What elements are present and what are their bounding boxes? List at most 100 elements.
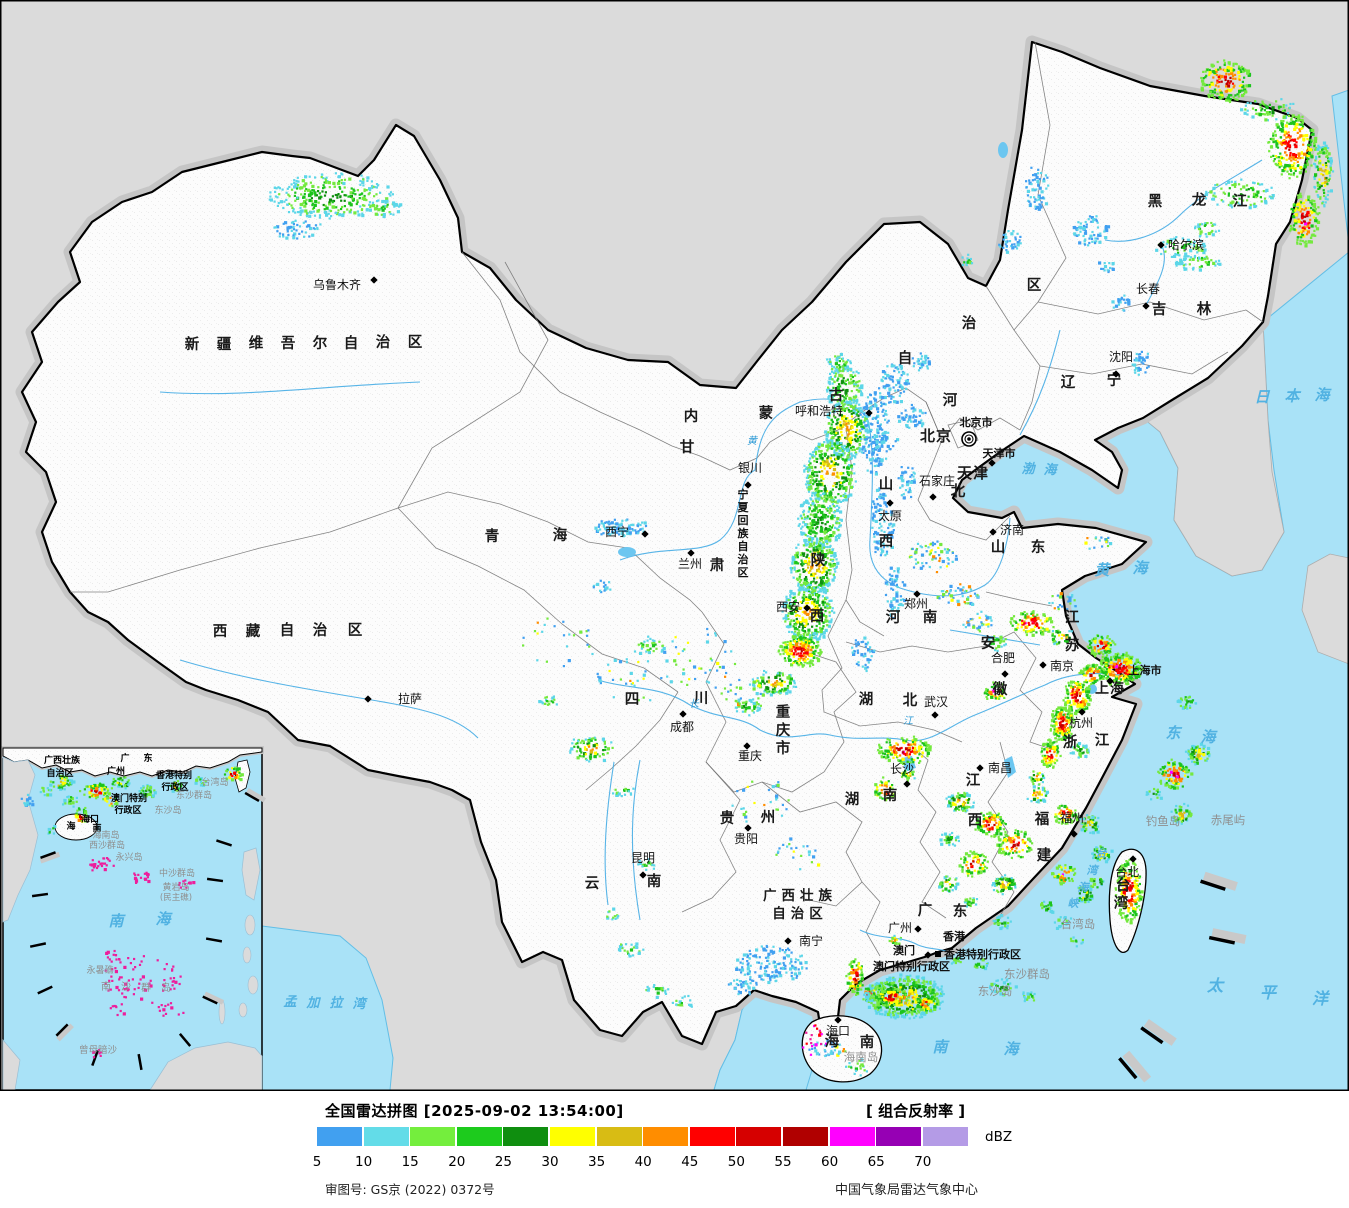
city-label: 郑州 [904, 596, 928, 611]
inset-label: 西沙群岛 [89, 839, 125, 851]
colorbar-segment [643, 1127, 689, 1146]
city-square [935, 951, 941, 957]
city-dot [834, 1016, 842, 1024]
province-label: 自 [344, 334, 359, 352]
province-label: 东 [1031, 538, 1046, 556]
inset-label: 南 [108, 912, 126, 930]
island-label: 钓鱼岛 [1146, 814, 1181, 828]
province-label: 南 [860, 1033, 875, 1051]
city-label: 呼和浩特 [795, 403, 843, 418]
province-label: 江 [1233, 192, 1248, 210]
province-label: 治 [962, 314, 977, 332]
sea-label: 孟 [283, 995, 297, 1010]
sea-label: 海 [1200, 728, 1218, 746]
river-label: 江 [903, 715, 914, 727]
colorbar-segment [363, 1127, 409, 1146]
province-label: 黑 [1148, 193, 1163, 210]
province-label: 广 [918, 901, 933, 919]
colorbar-segment [829, 1127, 875, 1146]
inset-label: 行政区 [160, 781, 188, 793]
city-dot [639, 871, 647, 879]
colorbar-segment [503, 1127, 549, 1146]
province-label: 海 [553, 526, 568, 544]
inset-label: 海 [155, 910, 173, 928]
province-label: 蒙 [759, 404, 774, 422]
colorbar-segment [456, 1127, 502, 1146]
province-label: 龙 [1191, 191, 1207, 209]
colorbar-tick-label: 70 [914, 1154, 932, 1170]
province-label: 西 [879, 533, 894, 550]
colorbar-segment [550, 1127, 595, 1146]
province-label: 北 [951, 483, 966, 500]
city-label: 西安 [776, 599, 800, 614]
inset-label: 中沙群岛 [159, 867, 195, 879]
province-label: 重 [776, 703, 791, 721]
city-dot [784, 937, 792, 945]
map-title: 全国雷达拼图 [2025-09-02 13:54:00] [325, 1102, 624, 1120]
colorbar-segment [689, 1127, 735, 1146]
province-label: 浙 [1063, 733, 1078, 751]
sea-label: 太 [1206, 976, 1225, 995]
sea-label: 湾 [1087, 864, 1100, 877]
province-label: 徽 [992, 680, 1008, 698]
city-dot [903, 780, 911, 788]
inset-label: 永兴岛 [115, 851, 142, 863]
province-label: 吉 [1152, 300, 1167, 318]
admin-label: 区 [738, 566, 749, 579]
inset-label: 南 [101, 980, 111, 993]
province-label: 区 [408, 334, 423, 351]
province-label: 东 [953, 902, 968, 920]
colorbar-segment [596, 1127, 642, 1146]
legend-panel: 全国雷达拼图 [2025-09-02 13:54:00] [ 组合反射率 ] d… [0, 1091, 1349, 1208]
city-dot [1106, 677, 1114, 685]
inset-label: 岛 [161, 981, 171, 994]
sea-label: 拉 [329, 995, 344, 1011]
city-dot [914, 925, 922, 933]
sea-label: 海 [1003, 1040, 1021, 1058]
city-label: 兰州 [678, 557, 702, 571]
province-label: 台 [1116, 876, 1131, 894]
sea-label: 海 [1078, 881, 1091, 894]
colorbar-segment [410, 1127, 456, 1146]
city-label: 石家庄 [919, 473, 955, 488]
colorbar-segment [317, 1127, 362, 1146]
city-label: 拉萨 [398, 691, 422, 706]
colorbar-segment [922, 1127, 968, 1146]
province-label: 安 [981, 634, 996, 652]
city-dot [988, 459, 996, 467]
radar-echoes [268, 59, 1335, 1077]
province-label: 维 [249, 334, 264, 352]
admin-label: 治 [738, 552, 749, 566]
province-label: 四 [625, 692, 640, 708]
map-frame [0, 0, 1349, 1091]
city-label: 长沙 [890, 762, 914, 776]
province-label: 广西壮族 [763, 887, 837, 904]
sea-label: 台 [1096, 847, 1108, 860]
city-dot [1078, 708, 1086, 716]
province-label: 肃 [710, 556, 725, 574]
city-label: 西宁 [605, 524, 629, 539]
province-label: 青 [485, 527, 500, 545]
colorbar-tick-label: 35 [588, 1154, 606, 1170]
sea-label: 洋 [1312, 989, 1330, 1008]
river-label: 黄 [747, 435, 758, 447]
admin-label: 夏 [738, 501, 750, 514]
city-label: 贵阳 [734, 832, 758, 846]
province-label: 古 [829, 386, 844, 404]
inset-label: 海口 [81, 813, 99, 825]
province-label: 区 [1027, 277, 1042, 294]
map-approval-number: 审图号: GS京 (2022) 0372号 [325, 1182, 495, 1197]
province-label: 河 [943, 391, 958, 409]
province-label: 海 [825, 1032, 840, 1050]
province-label: 自治区 [772, 905, 828, 922]
sea-label: 海 [1132, 559, 1150, 577]
boundary-dashes [1118, 871, 1247, 1083]
admin-label: 香港特别行政区 [943, 947, 1021, 961]
sea-label: 日 [1254, 388, 1270, 406]
province-label: 南 [883, 786, 898, 804]
inset-label: 台湾岛 [201, 776, 228, 788]
